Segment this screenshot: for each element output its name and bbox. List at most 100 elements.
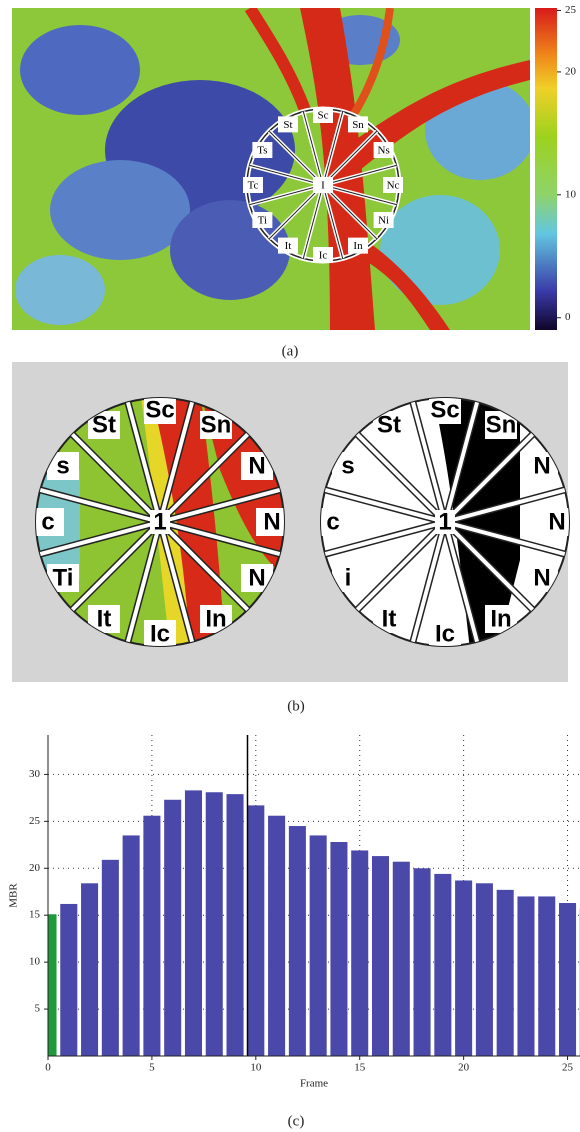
y-tick-label: 5 [35, 1003, 41, 1015]
label-box [373, 212, 394, 228]
sector-label: It [97, 605, 112, 632]
sector-label: Nc [387, 180, 400, 192]
spoke [158, 401, 195, 523]
bar [538, 896, 556, 1056]
y-tick-label: 10 [29, 956, 41, 968]
spoke [125, 521, 162, 643]
caption: (c) [288, 1113, 305, 1129]
bar [559, 903, 577, 1056]
bar [434, 873, 452, 1056]
label-box [313, 107, 333, 123]
bar [164, 799, 182, 1056]
label-box [313, 177, 333, 193]
bar [413, 868, 431, 1056]
label-box [541, 508, 569, 536]
sector-label: Sc [318, 110, 329, 122]
sector-label: Ti [53, 564, 74, 591]
sector-label: Ns [378, 145, 390, 157]
bar [371, 856, 390, 1056]
label-box [383, 177, 403, 193]
label-box [278, 237, 298, 254]
sector-label: Ic [435, 620, 455, 647]
label-box [252, 142, 273, 158]
sector-label: s [56, 452, 69, 479]
spoke [324, 487, 446, 524]
sector-label: N [533, 564, 550, 591]
y-axis-title: MBR [8, 883, 20, 908]
sector-label: Ic [150, 620, 170, 647]
sector-label: Sn [352, 119, 364, 131]
spoke [249, 164, 324, 186]
label-box [150, 510, 170, 534]
sector-label: Ic [319, 250, 328, 262]
sector-label: Ts [257, 145, 267, 157]
bar [143, 815, 161, 1056]
bar [330, 842, 348, 1056]
bar [288, 826, 306, 1056]
bar [184, 790, 202, 1056]
caption: (a) [282, 343, 299, 359]
bar [392, 861, 410, 1056]
bar [496, 889, 514, 1056]
bar-chart: 5 10 15 20 25 30 0 5 10 15 20 25 Frame MBR [8, 735, 580, 1090]
sector-label: Ni [378, 215, 389, 227]
bar [226, 794, 244, 1056]
sector-label: Ti [258, 215, 267, 227]
bar [268, 815, 286, 1056]
sector-label: In [353, 240, 363, 252]
bar [517, 896, 535, 1056]
x-tick-label: 10 [250, 1062, 262, 1074]
label-box [348, 237, 368, 254]
sector-label: St [92, 411, 116, 438]
bars [48, 790, 580, 1056]
spoke [302, 184, 324, 259]
spoke [444, 520, 566, 557]
y-tick-label: 15 [29, 909, 41, 921]
label-box [313, 247, 333, 263]
spoke [158, 520, 250, 612]
spoke [443, 520, 535, 612]
sector-label: It [382, 605, 397, 632]
x-tick-label: 0 [45, 1062, 51, 1074]
sector-label: N [248, 452, 265, 479]
bar [48, 914, 57, 1056]
spoke [322, 111, 344, 186]
sector-label: N [548, 508, 565, 535]
spoke [355, 520, 447, 612]
sector-label: In [205, 605, 226, 632]
spoke [268, 184, 324, 240]
spoke [322, 130, 378, 186]
x-tick-label: 20 [458, 1062, 470, 1074]
spoke [443, 521, 480, 643]
sector-wheel: Sc Sn Ns Nc Ni In Ic It Ti Tc Ts St I [243, 106, 403, 264]
spoke [443, 401, 480, 523]
spoke [322, 184, 397, 206]
spoke [443, 432, 535, 524]
label-box [36, 508, 64, 536]
x-tick-label: 25 [562, 1062, 574, 1074]
sector-label: St [377, 411, 401, 438]
y-tick-label: 30 [29, 768, 41, 780]
label-box [256, 508, 284, 536]
bar [309, 835, 327, 1056]
spoke [268, 130, 324, 186]
sector-label: Tc [248, 180, 259, 192]
sector-label: c [326, 508, 339, 535]
center-label: 1 [438, 508, 451, 535]
colorbar-tick-label: 25 [565, 4, 577, 16]
speckle-image [12, 8, 530, 330]
spoke [125, 401, 162, 523]
sector-label: St [283, 119, 292, 131]
bar [81, 883, 99, 1056]
bar [101, 859, 119, 1056]
spoke [410, 521, 447, 643]
label-box [144, 620, 176, 646]
y-tick-label: 25 [29, 815, 41, 827]
sector-label: In [490, 605, 511, 632]
spoke [410, 401, 447, 523]
y-tick-label: 20 [29, 862, 41, 874]
label-box [348, 116, 368, 133]
